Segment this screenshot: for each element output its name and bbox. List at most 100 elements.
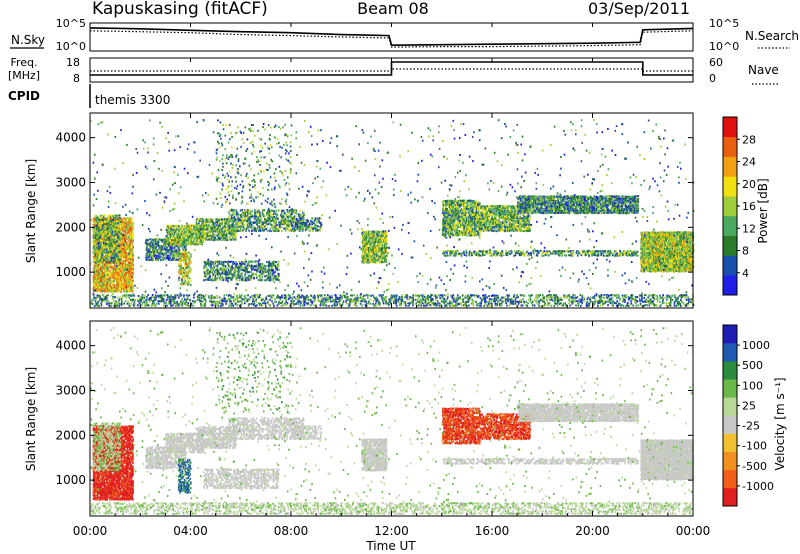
echo-cell bbox=[216, 277, 219, 280]
echo-cell bbox=[99, 222, 102, 225]
echo-cell bbox=[107, 230, 109, 233]
echo-cell bbox=[246, 223, 249, 226]
echo-cell bbox=[117, 257, 120, 260]
echo-cell bbox=[217, 274, 219, 277]
echo-cell bbox=[179, 253, 181, 256]
echo-cell bbox=[240, 174, 242, 177]
echo-cell bbox=[109, 226, 112, 229]
echo-cell bbox=[237, 213, 240, 216]
echo-cell bbox=[285, 203, 288, 206]
echo-cell bbox=[215, 221, 217, 223]
echo-cell bbox=[268, 164, 271, 167]
echo-cell bbox=[117, 290, 119, 293]
echo-cell bbox=[229, 276, 231, 279]
echo-cell bbox=[181, 224, 183, 227]
echo-cell bbox=[285, 158, 288, 161]
echo-cell bbox=[173, 231, 176, 234]
echo-cell bbox=[110, 243, 112, 246]
echo-cell bbox=[225, 277, 227, 280]
echo-cell bbox=[178, 257, 181, 260]
echo-cell bbox=[179, 241, 181, 244]
echo-cell bbox=[103, 222, 105, 225]
echo-cell bbox=[93, 256, 96, 258]
echo-cell bbox=[279, 225, 281, 228]
echo-cell bbox=[100, 250, 102, 253]
echo-cell bbox=[215, 224, 218, 227]
echo-cell bbox=[97, 286, 100, 289]
echo-cell bbox=[193, 239, 195, 242]
echo-cell bbox=[98, 247, 100, 250]
echo-cell bbox=[268, 264, 271, 267]
echo-cell bbox=[239, 272, 241, 275]
echo-cell bbox=[277, 218, 279, 220]
echo-cell bbox=[122, 223, 124, 226]
echo-cell bbox=[121, 272, 124, 275]
echo-cell bbox=[156, 259, 158, 261]
echo-cell bbox=[167, 242, 169, 245]
echo-cell bbox=[276, 226, 278, 228]
echo-cell bbox=[108, 257, 110, 260]
echo-cell bbox=[131, 229, 134, 232]
echo-cell bbox=[181, 259, 183, 262]
echo-cell bbox=[266, 201, 269, 204]
echo-cell bbox=[97, 267, 99, 270]
echo-cell bbox=[109, 244, 111, 247]
echo-cell bbox=[222, 278, 225, 281]
echo-cell bbox=[96, 244, 98, 247]
echo-cell bbox=[117, 250, 120, 253]
echo-cell bbox=[255, 265, 257, 268]
echo-cell bbox=[271, 160, 274, 163]
echo-cell bbox=[193, 231, 195, 234]
echo-cell bbox=[107, 250, 110, 253]
echo-cell bbox=[255, 273, 257, 276]
echo-cell bbox=[147, 256, 150, 259]
echo-cell bbox=[236, 263, 239, 266]
echo-cell bbox=[232, 276, 234, 279]
echo-cell bbox=[111, 216, 113, 219]
echo-cell bbox=[104, 288, 106, 291]
echo-cell bbox=[201, 243, 203, 246]
echo-cell bbox=[132, 284, 134, 287]
echo-cell bbox=[289, 170, 292, 173]
echo-cell bbox=[130, 284, 132, 286]
echo-cell bbox=[173, 225, 175, 227]
echo-cell bbox=[185, 271, 187, 274]
echo-cell bbox=[119, 275, 121, 278]
echo-cell bbox=[96, 249, 99, 252]
echo-cell bbox=[247, 183, 250, 185]
echo-cell bbox=[241, 211, 244, 214]
echo-cell bbox=[114, 245, 117, 248]
echo-cell bbox=[183, 243, 185, 246]
echo-cell bbox=[103, 284, 105, 286]
echo-cell bbox=[212, 226, 215, 229]
echo-cell bbox=[227, 273, 230, 276]
cpid-label: CPID bbox=[8, 89, 40, 103]
echo-cell bbox=[118, 276, 120, 278]
echo-cell bbox=[263, 156, 265, 159]
echo-cell bbox=[226, 277, 228, 280]
echo-cell bbox=[211, 220, 213, 223]
echo-cell bbox=[96, 230, 99, 233]
echo-cell bbox=[126, 228, 128, 230]
echo-cell bbox=[261, 146, 264, 149]
echo-cell bbox=[156, 244, 158, 247]
echo-cell bbox=[229, 260, 232, 263]
echo-cell bbox=[247, 221, 250, 224]
echo-cell bbox=[229, 237, 231, 239]
echo-cell bbox=[180, 265, 183, 268]
echo-cell bbox=[273, 217, 275, 220]
echo-cell bbox=[171, 241, 173, 244]
echo-cell bbox=[287, 216, 289, 219]
echo-cell bbox=[230, 209, 233, 212]
echo-cell bbox=[242, 277, 244, 280]
echo-cell bbox=[198, 236, 200, 239]
echo-cell bbox=[237, 126, 239, 129]
echo-cell bbox=[93, 284, 95, 287]
echo-cell bbox=[284, 123, 286, 126]
echo-cell bbox=[123, 241, 126, 244]
echo-cell bbox=[164, 246, 167, 249]
echo-cell bbox=[289, 219, 292, 222]
echo-cell bbox=[216, 156, 218, 159]
echo-cell bbox=[194, 232, 197, 235]
echo-cell bbox=[112, 255, 114, 257]
